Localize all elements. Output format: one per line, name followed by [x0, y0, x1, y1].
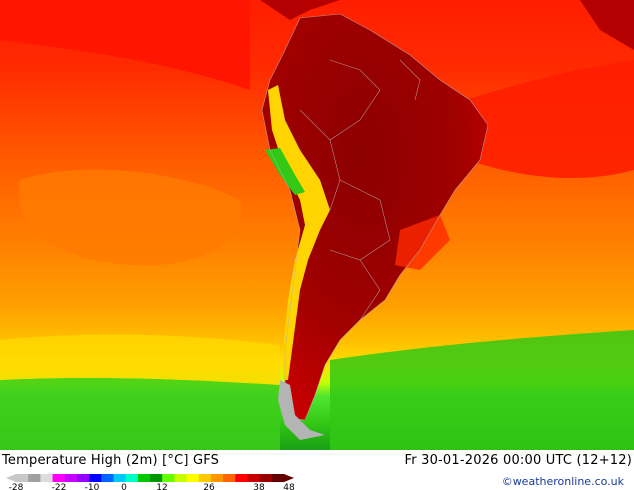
legend-swatch: [198, 474, 212, 482]
subpolar-yellow-band: [0, 334, 280, 385]
legend-swatch: [210, 474, 224, 482]
patagonia-tip: [278, 380, 325, 440]
pacific-cool-patch: [18, 169, 242, 266]
valid-time: Fr 30-01-2026 00:00 UTC (12+12): [404, 453, 632, 468]
legend-swatch: [271, 474, 285, 482]
southern-brazil-warm: [395, 215, 450, 270]
legend-swatch: [89, 474, 102, 482]
legend-swatch: [223, 474, 236, 482]
legend-arrow-left: [6, 474, 16, 482]
legend-swatch: [125, 474, 139, 482]
map-title: Temperature High (2m) [°C] GFS: [2, 453, 220, 468]
legend-swatch: [174, 474, 188, 482]
country-borders: [261, 13, 489, 421]
legend-tick-label: 38: [253, 483, 265, 490]
legend-tick-label: 48: [283, 483, 295, 490]
south-america-land: [262, 14, 488, 420]
legend-arrow-right: [284, 474, 294, 482]
legend-swatch: [259, 474, 273, 482]
south-pacific-cold-zone: [0, 377, 280, 450]
legend-swatch: [64, 474, 78, 482]
legend-swatch: [76, 474, 90, 482]
legend-swatch: [113, 474, 127, 482]
temperature-map: [0, 0, 634, 450]
map-footer: Temperature High (2m) [°C] GFS Fr 30-01-…: [0, 450, 634, 490]
legend-ticks: -28 -22 -10 0 12 26 38 48: [9, 483, 295, 490]
legend-tick-label: -28: [9, 483, 24, 490]
legend-swatch: [150, 474, 163, 482]
pacific-warm-zone: [0, 0, 250, 90]
legend-swatch: [137, 474, 151, 482]
legend-swatch: [186, 474, 200, 482]
legend-tick-label: -22: [52, 483, 67, 490]
legend-tick-label: 26: [203, 483, 215, 490]
africa-coast: [580, 0, 634, 50]
legend-swatch: [247, 474, 261, 482]
color-legend: -28 -22 -10 0 12 26 38 48: [6, 474, 295, 490]
credit-link[interactable]: ©weatheronline.co.uk: [501, 475, 624, 488]
legend-swatches: [6, 474, 294, 482]
caribbean-land: [260, 0, 340, 20]
south-atlantic-cold-zone: [330, 330, 634, 450]
legend-swatch: [28, 474, 41, 482]
legend-swatch: [40, 474, 54, 482]
legend-swatch: [101, 474, 114, 482]
legend-tick-label: 0: [121, 483, 127, 490]
legend-tick-label: -10: [85, 483, 100, 490]
legend-swatch: [52, 474, 66, 482]
legend-swatch: [235, 474, 248, 482]
legend-tick-label: 12: [156, 483, 167, 490]
legend-swatch: [16, 474, 29, 482]
legend-swatch: [162, 474, 175, 482]
